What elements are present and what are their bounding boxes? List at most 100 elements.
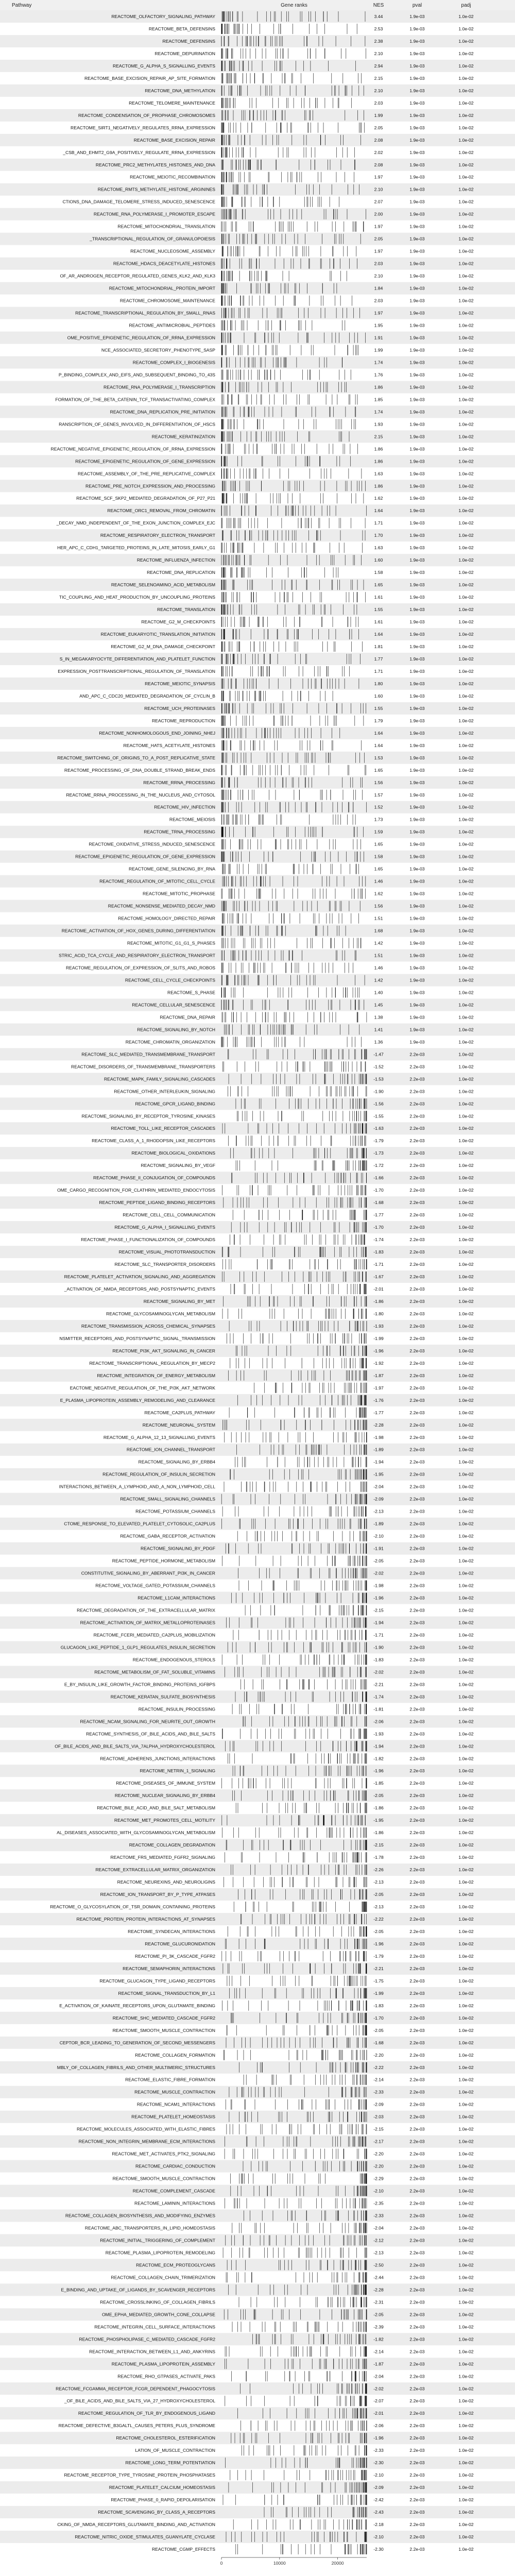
gene-rank-ticks <box>221 530 366 541</box>
pval-value: 1.9e-03 <box>409 879 424 884</box>
nes-value: -1.99 <box>373 1336 384 1341</box>
pathway-label: REACTOME_SIGNALING_BY_PDGF <box>141 1546 215 1551</box>
gene-rank-ticks <box>221 629 359 639</box>
gene-rank-ticks <box>231 1222 367 1233</box>
row-background <box>0 331 515 344</box>
pathway-label: REACTOME_BIOLOGICAL_OXIDATIONS <box>131 1150 215 1156</box>
pval-value: 1.9e-03 <box>409 162 424 167</box>
nes-value: 1.60 <box>374 693 383 699</box>
nes-value: 1.73 <box>374 817 383 822</box>
pathway-label: REACTOME_SIGNALING_BY_ERBB4 <box>139 1460 216 1465</box>
pathway-label: REACTOME_DISORDERS_OF_TRANSMEMBRANE_TRAN… <box>71 1064 215 1069</box>
gene-rank-ticks <box>228 1086 367 1097</box>
nes-value: 1.97 <box>374 224 383 229</box>
pathway-label: REACTOME_RRNA_PROCESSING_IN_THE_NUCLEUS_… <box>66 792 215 798</box>
row-background <box>0 998 515 1011</box>
nes-value: -1.79 <box>373 1138 384 1143</box>
nes-value: 2.10 <box>374 51 383 56</box>
nes-value: 2.53 <box>374 26 383 31</box>
gene-rank-ticks <box>221 715 364 726</box>
gene-rank-ticks <box>221 419 356 430</box>
gene-rank-ticks <box>229 1320 367 1331</box>
row-background <box>0 1073 515 1086</box>
pathway-label: REACTOME_POTASSIUM_CHANNELS <box>135 1509 215 1514</box>
pval-value: 2.2e-03 <box>409 1373 424 1378</box>
pathway-label: REACTOME_PEPTIDE_HORMONE_METABOLISM <box>112 1558 215 1564</box>
row-background <box>0 1394 515 1406</box>
gene-rank-ticks <box>221 654 361 664</box>
padj-value: 1.0e-02 <box>458 88 473 93</box>
nes-value: 1.65 <box>374 582 383 587</box>
pathway-label: REACTOME_ASSEMBLY_OF_THE_PRE_REPLICATIVE… <box>78 471 215 476</box>
pval-value: 1.9e-03 <box>409 595 424 600</box>
nes-value: -1.73 <box>373 1150 384 1156</box>
nes-value: 1.65 <box>374 842 383 847</box>
pval-value: 2.2e-03 <box>409 1237 424 1242</box>
padj-value: 1.0e-02 <box>458 879 473 884</box>
pval-value: 1.9e-03 <box>409 990 424 995</box>
gene-rank-ticks <box>221 221 364 232</box>
nes-value: -2.04 <box>373 1484 384 1489</box>
row-background <box>0 1517 515 1530</box>
gene-rank-ticks <box>221 369 351 380</box>
padj-value: 1.0e-02 <box>458 483 473 488</box>
padj-value: 1.0e-02 <box>458 421 473 427</box>
pval-value: 1.9e-03 <box>409 384 424 389</box>
gene-rank-ticks <box>222 1185 366 1196</box>
pval-value: 1.9e-03 <box>409 1027 424 1032</box>
padj-value: 1.0e-02 <box>458 780 473 785</box>
pathway-label: REACTOME_DEFENSINS <box>162 39 215 44</box>
pathway-label: TIC_COUPLING_AND_HEAT_PRODUCTION_BY_UNCO… <box>59 595 215 600</box>
pathway-label: REACTOME_CHROMATIN_ORGANIZATION <box>126 1039 215 1044</box>
padj-value: 1.0e-02 <box>458 953 473 958</box>
gene-rank-ticks <box>230 1469 367 1480</box>
pathway-label: REACTOME_RESPIRATORY_ELECTRON_TRANSPORT <box>100 533 216 538</box>
gene-rank-ticks <box>221 209 367 219</box>
padj-value: 1.0e-02 <box>458 286 473 291</box>
pval-value: 2.2e-03 <box>409 1225 424 1230</box>
padj-value: 1.0e-02 <box>458 360 473 365</box>
pathway-label: REACTOME_TRNA_PROCESSING <box>144 829 215 835</box>
nes-value: 1.53 <box>374 755 383 760</box>
gene-rank-ticks <box>221 851 364 862</box>
padj-value: 1.0e-02 <box>458 63 473 69</box>
pval-value: 1.9e-03 <box>409 421 424 427</box>
pval-value: 1.9e-03 <box>409 1014 424 1020</box>
pval-value: 1.9e-03 <box>409 125 424 130</box>
gene-rank-ticks <box>221 1247 367 1257</box>
padj-value: 1.0e-02 <box>458 570 473 575</box>
gene-rank-ticks <box>221 789 363 800</box>
row-background <box>0 1023 515 1036</box>
gene-rank-ticks <box>221 308 360 318</box>
gene-rank-ticks <box>221 97 352 108</box>
nes-value: 1.84 <box>374 286 383 291</box>
row-background <box>0 1172 515 1184</box>
nes-value: 1.86 <box>374 446 383 451</box>
pval-value: 1.9e-03 <box>409 928 424 934</box>
padj-value: 1.0e-02 <box>458 545 473 550</box>
nes-value: 1.40 <box>374 990 383 995</box>
padj-value: 1.0e-02 <box>458 1324 473 1329</box>
pathway-label: REACTOME_PHASE_II_CONJUGATION_OF_COMPOUN… <box>93 1175 215 1180</box>
gene-rank-ticks <box>221 172 354 182</box>
pathway-label: FORMATION_OF_THE_BETA_CATENIN_TCF_TRANSA… <box>55 397 215 402</box>
gene-rank-ticks <box>228 1370 367 1381</box>
nes-value: -2.28 <box>373 1422 384 1428</box>
padj-value: 1.0e-02 <box>458 100 473 106</box>
nes-value: -1.52 <box>373 1064 384 1069</box>
pathway-label: REACTOME_GPCR_LIGAND_BINDING <box>135 1101 215 1106</box>
nes-value: 2.08 <box>374 162 383 167</box>
row-background <box>0 974 515 987</box>
pval-value: 1.9e-03 <box>409 731 424 736</box>
nes-value: 1.99 <box>374 113 383 118</box>
nes-value: 1.41 <box>374 1027 383 1032</box>
pval-value: 1.9e-03 <box>409 743 424 748</box>
pval-value: 2.2e-03 <box>409 1299 424 1304</box>
row-background <box>0 628 515 641</box>
pval-value: 2.2e-03 <box>409 1385 424 1391</box>
pval-value: 1.9e-03 <box>409 706 424 711</box>
row-background <box>0 875 515 888</box>
padj-value: 1.0e-02 <box>458 496 473 501</box>
nes-value: -1.91 <box>373 1546 384 1551</box>
padj-value: 1.0e-02 <box>458 792 473 798</box>
